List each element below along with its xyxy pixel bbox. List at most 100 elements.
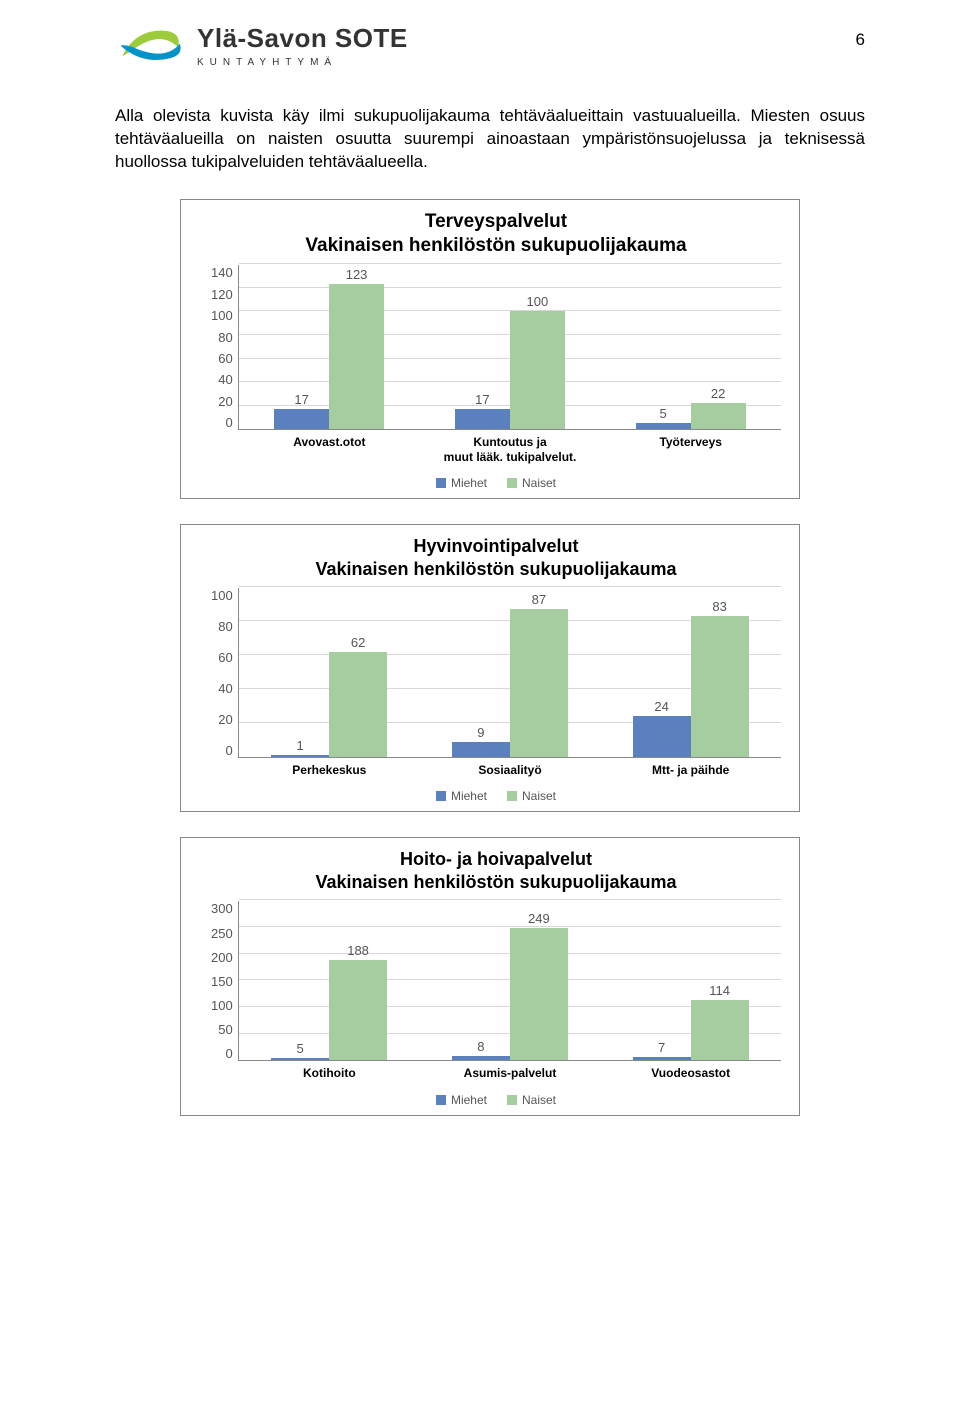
legend-item-naiset: Naiset — [507, 1093, 556, 1107]
logo: Ylä-Savon SOTE KUNTAYHTYMÄ — [115, 20, 408, 70]
naiset-bar — [329, 652, 387, 757]
miehet-bar — [633, 1057, 691, 1061]
y-tick: 0 — [225, 415, 232, 430]
bar-value-label: 24 — [654, 699, 668, 714]
bar-value-label: 62 — [351, 635, 365, 650]
miehet-bar — [271, 1058, 329, 1061]
legend-item-naiset: Naiset — [507, 476, 556, 490]
y-tick: 120 — [211, 287, 233, 302]
legend-swatch-icon — [507, 1095, 517, 1105]
naiset-bar — [691, 403, 746, 429]
gridline — [239, 586, 781, 587]
bar-value-label: 8 — [477, 1039, 484, 1054]
bar-value-label: 188 — [347, 943, 369, 958]
y-tick: 200 — [211, 950, 233, 965]
x-label: Sosiaalityö — [420, 758, 601, 777]
legend-item-miehet: Miehet — [436, 476, 487, 490]
naiset-bar — [691, 1000, 749, 1061]
bar-value-label: 22 — [711, 386, 725, 401]
legend-swatch-icon — [507, 478, 517, 488]
y-tick: 40 — [218, 681, 232, 696]
legend: Miehet Naiset — [211, 1093, 781, 1107]
legend-label: Naiset — [522, 1093, 556, 1107]
chart-0: TerveyspalvelutVakinaisen henkilöstön su… — [180, 199, 800, 499]
miehet-bar — [452, 742, 510, 757]
bar-value-label: 5 — [659, 406, 666, 421]
naiset-bar — [329, 284, 384, 429]
bar-group: 24 83 — [600, 588, 781, 757]
miehet-bar — [455, 409, 510, 429]
miehet-bar — [274, 409, 329, 429]
bar-group: 5 22 — [600, 265, 781, 429]
miehet-bar — [633, 716, 691, 757]
bar-value-label: 5 — [296, 1041, 303, 1056]
x-label: Avovast.otot — [239, 430, 420, 464]
bar-group: 8 249 — [419, 901, 600, 1060]
miehet-bar — [452, 1056, 510, 1060]
gridline — [239, 899, 781, 900]
bar-group: 7 114 — [600, 901, 781, 1060]
y-tick: 100 — [211, 998, 233, 1013]
y-tick: 100 — [211, 588, 233, 603]
plot-area: 162 9 87 24 83 — [238, 588, 781, 758]
y-tick: 140 — [211, 265, 233, 280]
bar-value-label: 100 — [526, 294, 548, 309]
bar-value-label: 9 — [477, 725, 484, 740]
miehet-bar — [271, 755, 329, 757]
logo-swoosh-icon — [115, 20, 187, 70]
bar-group: 17 123 — [239, 265, 420, 429]
x-label: Työterveys — [600, 430, 781, 464]
bar-group: 5 188 — [239, 901, 420, 1060]
gridline — [239, 263, 781, 264]
logo-subtitle: KUNTAYHTYMÄ — [197, 57, 408, 68]
bar-group: 9 87 — [419, 588, 600, 757]
chart-title: HyvinvointipalvelutVakinaisen henkilöstö… — [211, 535, 781, 580]
bar-value-label: 7 — [658, 1040, 665, 1055]
chart-2: Hoito- ja hoivapalvelutVakinaisen henkil… — [180, 837, 800, 1115]
naiset-bar — [510, 609, 568, 757]
bar-value-label: 114 — [709, 983, 730, 998]
x-label: Kotihoito — [239, 1061, 420, 1080]
bar-value-label: 249 — [528, 911, 550, 926]
legend: Miehet Naiset — [211, 476, 781, 490]
y-tick: 80 — [218, 619, 232, 634]
page-number: 6 — [856, 30, 865, 50]
miehet-bar — [636, 423, 691, 429]
y-tick: 50 — [218, 1022, 232, 1037]
bar-value-label: 123 — [346, 267, 368, 282]
legend-swatch-icon — [507, 791, 517, 801]
legend-label: Miehet — [451, 1093, 487, 1107]
y-tick: 20 — [218, 394, 232, 409]
y-tick: 20 — [218, 712, 232, 727]
chart-title: TerveyspalvelutVakinaisen henkilöstön su… — [211, 210, 781, 258]
bar-value-label: 83 — [712, 599, 726, 614]
y-tick: 300 — [211, 901, 233, 916]
x-label: Asumis-palvelut — [420, 1061, 601, 1080]
legend-label: Naiset — [522, 789, 556, 803]
legend-item-miehet: Miehet — [436, 789, 487, 803]
y-axis: 140120100806040200 — [211, 265, 238, 430]
chart-1: HyvinvointipalvelutVakinaisen henkilöstö… — [180, 524, 800, 812]
legend: Miehet Naiset — [211, 789, 781, 803]
bar-group: 162 — [239, 588, 420, 757]
bar-value-label: 87 — [532, 592, 546, 607]
x-label: Perhekeskus — [239, 758, 420, 777]
naiset-bar — [691, 616, 749, 757]
legend-label: Miehet — [451, 476, 487, 490]
bar-value-label: 17 — [294, 392, 308, 407]
y-axis: 300250200150100500 — [211, 901, 238, 1061]
naiset-bar — [510, 928, 568, 1061]
header: Ylä-Savon SOTE KUNTAYHTYMÄ 6 — [115, 20, 865, 70]
y-tick: 0 — [225, 743, 232, 758]
legend-swatch-icon — [436, 791, 446, 801]
naiset-bar — [329, 960, 387, 1060]
plot-area: 5 188 8 249 7 114 — [238, 901, 781, 1061]
y-tick: 0 — [225, 1046, 232, 1061]
y-tick: 150 — [211, 974, 233, 989]
y-tick: 60 — [218, 351, 232, 366]
x-label: Mtt- ja päihde — [600, 758, 781, 777]
bar-value-label: 17 — [475, 392, 489, 407]
naiset-bar — [510, 311, 565, 429]
chart-title: Hoito- ja hoivapalvelutVakinaisen henkil… — [211, 848, 781, 893]
y-axis: 100806040200 — [211, 588, 238, 758]
